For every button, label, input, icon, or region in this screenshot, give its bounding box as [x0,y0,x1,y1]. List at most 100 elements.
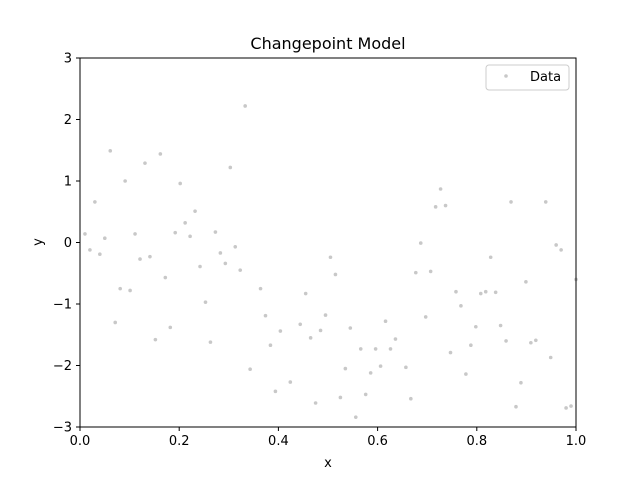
data-point [438,187,443,191]
data-point [298,322,303,327]
data-point [173,230,178,235]
data-point [409,396,413,401]
y-tick-label: 3 [64,52,72,67]
data-point [559,248,563,252]
data-point [288,380,293,384]
data-point [548,355,553,360]
y-tick-label: −3 [53,421,72,436]
legend-box [485,64,570,91]
data-point [564,406,568,410]
x-axis-label: x [324,456,332,471]
data-point [113,320,118,325]
data-point [368,371,373,375]
data-point [83,232,87,236]
data-point [163,275,168,280]
data-point [278,329,283,333]
data-point [128,288,132,293]
data-point [323,313,328,317]
data-point [454,289,458,294]
data-point [543,200,548,204]
data-point [333,272,338,277]
data-point [138,257,142,261]
legend: Data [485,64,570,91]
data-point [328,255,333,260]
data-point [483,289,488,294]
data-point [348,326,353,330]
x-tick-label: 0.2 [169,434,190,449]
data-point [263,313,268,318]
data-point [498,323,503,328]
data-point [203,300,208,304]
data-point [363,392,368,397]
data-point [443,203,448,208]
data-point [504,339,508,343]
chart-title: Changepoint Model [250,34,405,53]
x-axis: 0.0 0.2 0.4 0.6 0.8 1.0 [70,427,587,449]
data-point [404,365,408,370]
data-point [258,286,263,291]
data-point [488,255,493,260]
data-point [358,347,363,351]
data-point [238,268,243,272]
data-point [218,251,223,255]
data-point [143,161,147,165]
data-point [133,232,137,236]
data-point [243,104,247,108]
data-point [393,337,398,341]
y-tick-label: 0 [64,236,72,251]
legend-marker [504,74,508,78]
data-point [233,245,238,249]
data-point [509,200,513,204]
data-point [428,269,433,274]
data-point [318,328,323,333]
x-tick-label: 0.0 [70,434,91,449]
data-point [153,337,158,342]
data-point [208,340,213,344]
data-point [569,404,573,408]
data-point [108,149,113,153]
data-point [459,304,463,308]
data-point [193,209,197,213]
data-point [178,181,182,186]
data-point [448,350,453,355]
data-point [423,315,428,319]
y-axis: −3 −2 −1 0 1 2 3 [53,52,80,436]
y-tick-label: −1 [53,298,72,313]
data-point [413,270,418,275]
data-point [213,230,218,234]
data-point [418,241,423,245]
x-tick-label: 1.0 [566,434,587,449]
data-point [338,395,343,400]
data-point [469,343,473,348]
x-tick-label: 0.6 [367,434,388,449]
data-point [464,372,468,376]
data-point [223,261,228,266]
data-point [198,264,202,269]
data-point [273,389,278,394]
data-point [514,404,518,409]
y-tick-label: 2 [64,113,72,128]
data-point [353,415,358,419]
y-tick-label: 1 [64,175,72,190]
data-point [373,347,378,351]
data-point [183,221,187,225]
data-point [88,248,92,252]
data-point [268,343,273,348]
y-tick-label: −2 [53,359,72,374]
x-tick-label: 0.8 [466,434,487,449]
data-point [103,236,107,240]
data-point [158,152,163,156]
data-point [478,291,483,296]
data-point [554,243,558,247]
data-point [148,254,152,259]
x-tick-label: 0.4 [268,434,289,449]
data-point [98,252,102,256]
data-point [534,338,538,343]
y-axis-label: y [31,238,46,246]
data-point [519,380,523,385]
data-point [93,200,97,204]
data-point [313,401,318,405]
data-point [383,319,388,324]
data-point [474,324,478,329]
